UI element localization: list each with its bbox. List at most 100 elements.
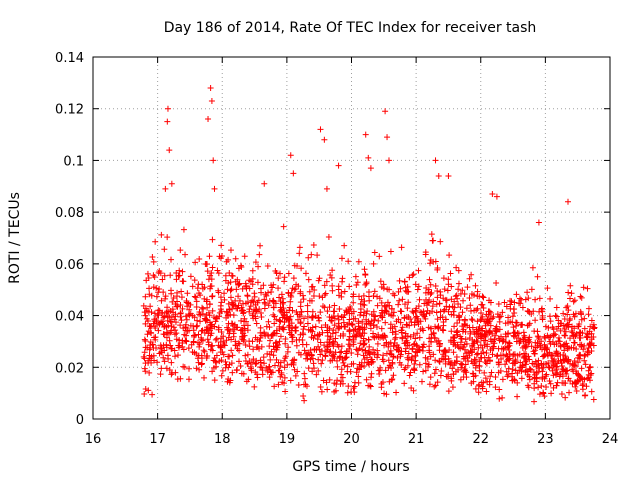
data-point [403, 321, 410, 328]
data-point [406, 372, 413, 379]
data-point [546, 313, 553, 320]
data-point [341, 362, 348, 369]
data-point [440, 307, 447, 314]
data-point [489, 315, 496, 322]
data-point [447, 270, 454, 277]
data-point [396, 297, 403, 304]
data-point [344, 389, 351, 396]
data-point [541, 375, 548, 382]
data-point [434, 379, 441, 386]
data-point [200, 347, 207, 354]
data-point [218, 372, 225, 379]
data-point [492, 384, 499, 391]
data-point [211, 314, 218, 321]
data-point [391, 323, 398, 330]
data-point [225, 300, 232, 307]
data-point [314, 252, 321, 259]
data-point [307, 356, 314, 363]
data-point [161, 246, 168, 253]
data-point [324, 386, 331, 393]
data-point [581, 392, 588, 399]
data-point [433, 309, 440, 316]
data-point [144, 270, 151, 277]
data-point [354, 351, 361, 358]
data-point [492, 332, 499, 339]
data-point [361, 362, 368, 369]
data-point [146, 369, 153, 376]
data-point [474, 288, 481, 295]
data-point [241, 253, 248, 260]
data-point [251, 293, 258, 300]
data-point [291, 356, 298, 363]
data-point [579, 386, 586, 393]
data-point [406, 322, 413, 329]
data-point [478, 316, 485, 323]
data-point [567, 335, 574, 342]
data-point [564, 311, 571, 318]
data-point [465, 349, 472, 356]
data-point [363, 280, 370, 287]
data-point [591, 325, 598, 332]
data-point [203, 354, 210, 361]
data-point [559, 373, 566, 380]
data-point [429, 303, 436, 310]
x-axis-label: GPS time / hours [292, 459, 409, 475]
data-point [566, 389, 573, 396]
data-point [531, 328, 538, 335]
data-point [335, 162, 342, 169]
data-point [488, 369, 495, 376]
data-point [356, 293, 363, 300]
data-point [340, 330, 347, 337]
data-point [461, 346, 468, 353]
data-point [178, 288, 185, 295]
data-point [293, 337, 300, 344]
data-point [363, 376, 370, 383]
data-point [317, 351, 324, 358]
data-point [312, 323, 319, 330]
data-point [348, 349, 355, 356]
data-point [397, 285, 404, 292]
data-point [509, 366, 516, 373]
data-point [487, 299, 494, 306]
data-point [336, 324, 343, 331]
data-point [322, 353, 329, 360]
data-point [207, 85, 214, 92]
data-point [330, 343, 337, 350]
data-point [540, 389, 547, 396]
data-point [398, 244, 405, 251]
data-point [366, 350, 373, 357]
data-point [290, 170, 297, 177]
data-point [575, 323, 582, 330]
data-point [205, 339, 212, 346]
data-point [271, 313, 278, 320]
data-point [254, 279, 261, 286]
data-point [502, 361, 509, 368]
data-point [193, 298, 200, 305]
data-point [455, 280, 462, 287]
data-point [439, 326, 446, 333]
data-point [432, 283, 439, 290]
data-point [426, 276, 433, 283]
data-point [169, 298, 176, 305]
data-point [392, 334, 399, 341]
data-point [162, 185, 169, 192]
data-point [422, 360, 429, 367]
data-point [534, 339, 541, 346]
data-point [285, 290, 292, 297]
data-point [273, 270, 280, 277]
data-point [168, 287, 175, 294]
data-point [302, 350, 309, 357]
data-point [151, 310, 158, 317]
data-point [353, 369, 360, 376]
data-point [196, 366, 203, 373]
data-point [232, 255, 239, 262]
data-point [229, 352, 236, 359]
data-point [477, 342, 484, 349]
data-point [483, 388, 490, 395]
data-point [146, 322, 153, 329]
data-point [412, 335, 419, 342]
data-point [382, 108, 389, 115]
data-point [338, 255, 345, 262]
data-point [496, 337, 503, 344]
data-point [472, 362, 479, 369]
